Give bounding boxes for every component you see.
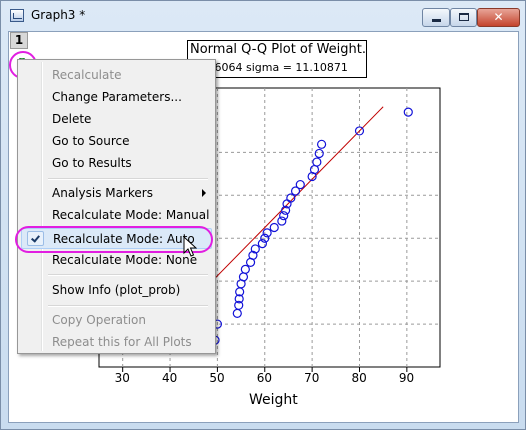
x-tick-label: 50 — [209, 371, 225, 385]
data-point[interactable] — [232, 308, 242, 318]
data-points — [210, 107, 413, 345]
plot-title-box[interactable]: Normal Q-Q Plot of Weight. 59.96064 sigm… — [187, 40, 367, 78]
menu-item-go-to-source[interactable]: Go to Source — [21, 131, 212, 152]
data-point[interactable] — [290, 186, 301, 196]
data-point[interactable] — [269, 222, 279, 233]
data-point[interactable] — [260, 233, 270, 243]
menu-item-label: Recalculate Mode: Manual — [52, 208, 210, 222]
context-menu: Recalculate Change Parameters... Delete … — [17, 59, 216, 354]
menu-item-label: Copy Operation — [52, 313, 146, 327]
window-title: Graph3 * — [31, 8, 86, 22]
menu-item-recalc-mode-manual[interactable]: Recalculate Mode: Manual — [21, 205, 212, 226]
menu-item-label: Go to Source — [52, 134, 130, 148]
data-point[interactable] — [295, 179, 305, 190]
menu-item-label: Go to Results — [52, 156, 132, 170]
menu-item-recalc-mode-none[interactable]: Recalculate Mode: None — [21, 250, 212, 271]
close-icon: ✕ — [493, 10, 504, 24]
data-point[interactable] — [286, 193, 296, 203]
auto-mode-highlight — [15, 226, 213, 253]
mouse-cursor-icon — [183, 236, 197, 257]
data-point[interactable] — [314, 148, 324, 159]
title-bar[interactable]: Graph3 * ✕ — [1, 1, 525, 31]
data-point[interactable] — [281, 205, 291, 215]
maximize-icon — [459, 13, 469, 21]
x-tick-label: 30 — [114, 371, 130, 385]
menu-item-copy-operation[interactable]: Copy Operation — [21, 310, 212, 331]
menu-item-label: Recalculate Mode: None — [52, 253, 198, 267]
data-point[interactable] — [403, 107, 413, 117]
menu-item-change-parameters[interactable]: Change Parameters... — [21, 87, 212, 108]
menu-item-delete[interactable]: Delete — [21, 109, 212, 130]
data-point[interactable] — [238, 272, 249, 282]
maximize-button[interactable] — [450, 8, 477, 27]
plot-subtitle: 59.96064 sigma = 11.10871 — [190, 61, 348, 74]
graph-window-icon[interactable] — [10, 9, 24, 22]
data-point[interactable] — [250, 244, 260, 254]
layer-tab[interactable]: 1 — [10, 32, 28, 49]
menu-item-label: Recalculate Mode: Auto — [53, 232, 195, 246]
data-point[interactable] — [316, 139, 327, 149]
menu-item-label: Change Parameters... — [52, 90, 182, 104]
menu-item-label: Recalculate — [52, 68, 122, 82]
menu-item-repeat-for-all-plots[interactable]: Repeat this for All Plots — [21, 332, 212, 353]
data-point[interactable] — [279, 211, 289, 221]
menu-item-show-info[interactable]: Show Info (plot_prob) — [21, 280, 212, 301]
menu-item-label: Repeat this for All Plots — [52, 335, 192, 349]
menu-item-analysis-markers[interactable]: Analysis Markers — [21, 183, 212, 204]
data-point[interactable] — [354, 126, 365, 136]
menu-item-label: Delete — [52, 112, 92, 126]
data-point[interactable] — [234, 294, 244, 304]
data-point[interactable] — [234, 300, 244, 310]
menu-item-label: Show Info (plot_prob) — [52, 283, 181, 297]
menu-item-recalculate[interactable]: Recalculate — [21, 65, 212, 86]
data-point[interactable] — [240, 264, 250, 274]
fit-line[interactable] — [193, 106, 384, 301]
submenu-arrow-icon — [202, 189, 206, 197]
plot-title: Normal Q-Q Plot of Weight. — [190, 42, 367, 57]
x-tick-label: 80 — [351, 371, 367, 385]
menu-separator — [48, 274, 208, 276]
menu-item-label: Analysis Markers — [52, 186, 153, 200]
data-point[interactable] — [277, 216, 287, 226]
data-point[interactable] — [262, 228, 272, 238]
x-tick-label: 90 — [398, 371, 415, 385]
data-point[interactable] — [248, 250, 258, 260]
x-tick-label: 40 — [162, 371, 178, 385]
menu-separator — [48, 305, 208, 307]
minimize-button[interactable] — [422, 8, 450, 27]
menu-separator — [48, 178, 208, 180]
data-point[interactable] — [312, 157, 322, 167]
x-axis-ticks — [122, 367, 408, 372]
x-tick-label: 70 — [304, 371, 320, 385]
close-button[interactable]: ✕ — [477, 8, 520, 27]
data-point[interactable] — [309, 164, 320, 175]
data-point[interactable] — [257, 238, 267, 249]
minimize-icon — [432, 19, 441, 22]
menu-item-recalc-mode-auto[interactable]: Recalculate Mode: Auto — [21, 228, 212, 249]
x-axis-label: Weight — [249, 392, 298, 408]
x-tick-label: 60 — [256, 371, 273, 385]
menu-item-go-to-results[interactable]: Go to Results — [21, 153, 212, 174]
menu-gutter — [41, 62, 43, 351]
